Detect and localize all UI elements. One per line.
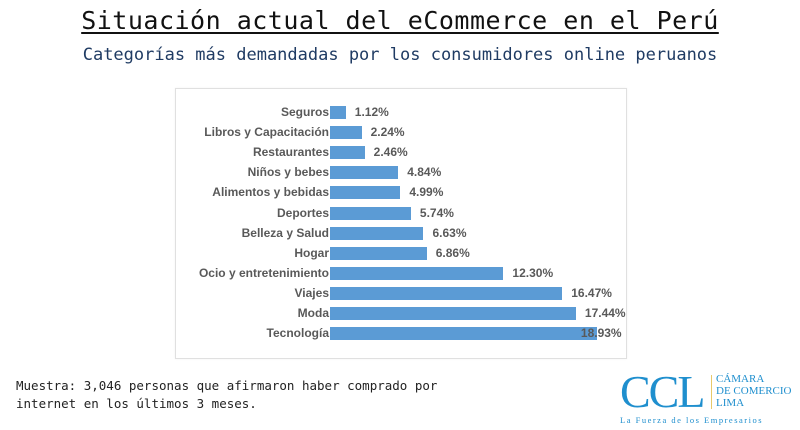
category-label: Tecnología xyxy=(266,326,329,341)
value-label: 17.44% xyxy=(584,306,626,320)
logo-tagline: La Fuerza de los Empresarios xyxy=(620,415,764,425)
sample-note: Muestra: 3,046 personas que afirmaron ha… xyxy=(16,377,437,413)
category-label: Alimentos y bebidas xyxy=(212,185,329,200)
value-label: 12.30% xyxy=(512,265,554,280)
chart-row: Restaurantes 2.46% xyxy=(176,143,626,163)
chart-row: Niños y bebes 4.84% xyxy=(176,163,626,183)
chart-row: Moda 17.44% xyxy=(176,304,626,324)
category-label: Viajes xyxy=(294,285,329,300)
bar xyxy=(330,186,401,200)
sample-note-line-1: Muestra: 3,046 personas que afirmaron ha… xyxy=(16,378,438,393)
value-label: 6.86% xyxy=(435,245,470,260)
chart-row: Ocio y entretenimiento 12.30% xyxy=(176,264,626,284)
logo-name: CÁMARA DE COMERCIO LIMA xyxy=(716,373,791,409)
chart-subtitle: Categorías más demandadas por los consum… xyxy=(82,45,718,65)
category-label: Ocio y entretenimiento xyxy=(198,265,329,280)
bar xyxy=(330,126,362,140)
value-label: 4.99% xyxy=(409,185,444,200)
page-title: Situación actual del eCommerce en el Per… xyxy=(0,6,800,35)
value-label: 18.93% xyxy=(580,326,622,341)
chart-row: Tecnología 18.93% xyxy=(176,324,626,344)
sample-note-line-2: internet en los últimos 3 meses. xyxy=(16,396,257,411)
logo-name-line-2: DE COMERCIO xyxy=(716,385,792,397)
bar xyxy=(330,327,597,341)
value-label: 5.74% xyxy=(419,205,454,220)
ccl-logo: CCL CÁMARA DE COMERCIO LIMA La Fuerza de… xyxy=(620,369,795,427)
bar xyxy=(330,166,399,180)
category-label: Hogar xyxy=(294,245,329,260)
logo-name-line-3: LIMA xyxy=(716,397,745,409)
value-label: 4.84% xyxy=(407,165,442,180)
value-label: 16.47% xyxy=(571,285,612,300)
category-label: Libros y Capacitación xyxy=(204,125,329,140)
chart-row: Alimentos y bebidas 4.99% xyxy=(176,183,626,203)
bar xyxy=(330,286,563,300)
chart-row: Seguros 1.12% xyxy=(176,103,626,123)
chart-row: Deportes 5.74% xyxy=(176,204,626,224)
bar xyxy=(330,106,346,119)
logo-divider xyxy=(711,375,712,409)
logo-name-line-1: CÁMARA xyxy=(716,373,765,385)
category-label: Moda xyxy=(297,306,329,320)
value-label: 1.12% xyxy=(354,105,389,119)
category-label: Belleza y Salud xyxy=(241,225,329,240)
category-label: Niños y bebes xyxy=(247,165,329,180)
bar xyxy=(330,307,576,320)
chart-row: Viajes 16.47% xyxy=(176,284,626,304)
category-label: Seguros xyxy=(280,105,329,119)
bar xyxy=(330,246,427,260)
value-label: 2.24% xyxy=(370,125,405,140)
chart-panel: Seguros 1.12% Libros y Capacitación 2.24% Re… xyxy=(175,88,627,359)
chart-row: Belleza y Salud 6.63% xyxy=(176,224,626,244)
value-label: 6.63% xyxy=(432,225,467,240)
bar xyxy=(330,206,411,220)
value-label: 2.46% xyxy=(373,145,408,160)
page-title-text: Situación actual del eCommerce en el Per… xyxy=(81,6,719,35)
chart-row: Libros y Capacitación 2.24% xyxy=(176,123,626,143)
category-label: Deportes xyxy=(276,205,329,220)
category-label: Restaurantes xyxy=(252,145,329,160)
bar xyxy=(330,226,424,240)
chart-row: Hogar 6.86% xyxy=(176,244,626,264)
bar xyxy=(330,266,504,280)
bar xyxy=(330,146,365,160)
logo-acronym: CCL xyxy=(620,366,705,417)
